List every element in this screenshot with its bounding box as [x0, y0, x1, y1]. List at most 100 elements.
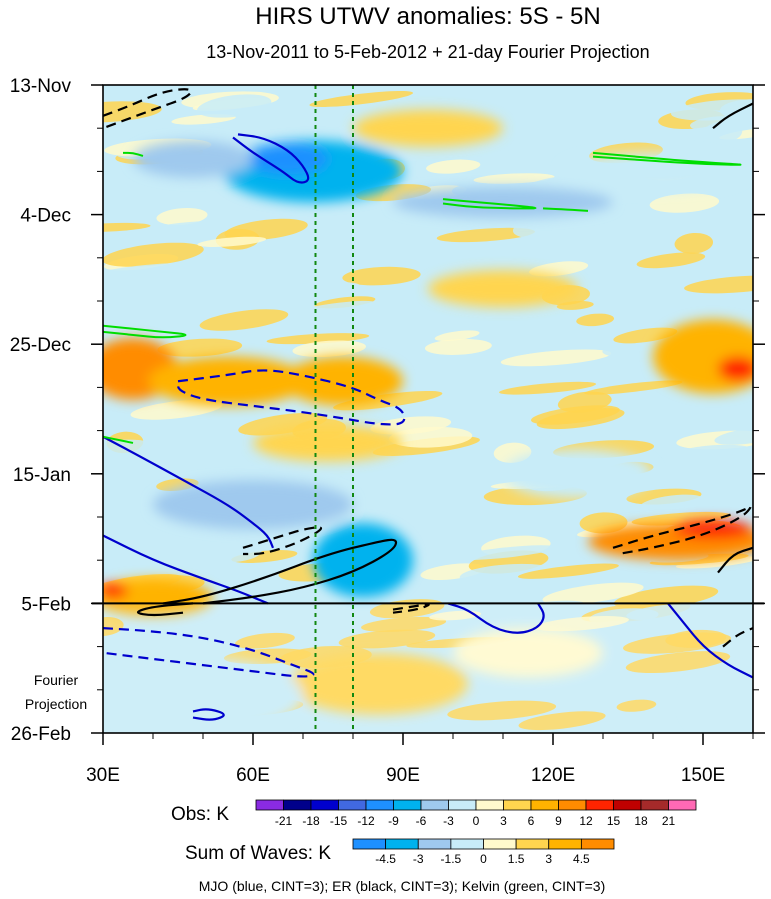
waves-colorbar-label-5: 3 — [545, 852, 552, 866]
anomaly-blob-8 — [283, 356, 403, 406]
mjo-contour-2 — [103, 534, 269, 605]
projection-label-line2: Projection — [25, 696, 87, 712]
obs-colorbar-label-2: -15 — [330, 814, 348, 828]
obs-colorbar-cell — [613, 799, 642, 811]
anomaly-blob-12 — [313, 523, 413, 598]
waves-colorbar-label-4: 1.5 — [508, 852, 525, 866]
mjo-contour-0 — [232, 133, 310, 184]
waves-colorbar-cell — [483, 838, 517, 850]
texture-patch — [103, 242, 204, 267]
texture-patch — [103, 101, 162, 123]
obs-colorbar-label-10: 9 — [555, 814, 562, 828]
texture-patch — [291, 300, 376, 316]
chart-title: HIRS UTWV anomalies: 5S - 5N — [255, 3, 600, 30]
y-tick-label-0: 13-Nov — [10, 76, 72, 97]
x-tick-label-0: 30E — [86, 765, 120, 786]
texture-patch — [636, 252, 706, 269]
texture-patch — [613, 327, 678, 344]
waves-colorbar-cell — [352, 838, 387, 850]
texture-patch — [518, 711, 606, 731]
texture-patch — [333, 390, 443, 411]
waves-colorbar-label-3: 0 — [480, 852, 487, 866]
x-tick-label-1: 60E — [236, 765, 270, 786]
texture-patch — [157, 338, 243, 357]
texture-patch — [338, 629, 436, 649]
texture-patch — [103, 222, 151, 233]
texture-patch — [105, 167, 149, 179]
anomaly-blob-3 — [393, 186, 613, 218]
texture-patch — [625, 651, 731, 674]
obs-colorbar-cell — [668, 799, 697, 811]
texture-patch — [625, 422, 688, 445]
mjo-contour-5 — [192, 708, 225, 721]
mjo-contour-3 — [447, 602, 545, 634]
anomaly-blobs — [103, 109, 753, 733]
texture-patch — [616, 699, 657, 712]
texture-patch — [292, 340, 366, 358]
x-axis: 30E 60E 90E 120E 150E — [86, 733, 754, 786]
obs-colorbar-cell — [558, 799, 587, 811]
obs-colorbar-cell — [640, 799, 669, 811]
texture-patch — [464, 676, 570, 689]
texture-patch — [342, 266, 421, 286]
anomaly-blob-1 — [248, 143, 328, 175]
texture-patch — [199, 309, 289, 331]
x-tick-label-3: 120E — [531, 765, 575, 786]
kelvin-contour-22 — [123, 151, 144, 157]
er-contour-15 — [717, 546, 753, 574]
texture-patch — [531, 405, 620, 425]
texture-patch — [138, 221, 224, 237]
texture-patch — [235, 632, 295, 649]
wave-legend-note: MJO (blue, CINT=3); ER (black, CINT=3); … — [199, 878, 606, 894]
obs-colorbar-label-0: -21 — [275, 814, 293, 828]
texture-patch — [473, 173, 555, 184]
obs-colorbar-title: Obs: K — [171, 804, 229, 825]
anomaly-blob-18 — [428, 270, 578, 308]
anomaly-blob-2 — [133, 140, 253, 178]
waves-colorbar-cell — [580, 838, 615, 850]
texture-patch — [385, 483, 491, 502]
texture-patch — [714, 426, 753, 445]
waves-colorbar-label-2: -1.5 — [441, 852, 462, 866]
texture-patch — [277, 265, 342, 281]
texture-patch — [395, 227, 436, 237]
plot-area — [103, 85, 753, 733]
er-contour-16 — [712, 102, 753, 130]
texture-patch — [130, 399, 223, 420]
waves-colorbar-title: Sum of Waves: K — [185, 843, 331, 864]
texture-patch — [424, 338, 492, 355]
reference-lines — [314, 85, 354, 733]
texture-patch — [672, 444, 753, 462]
obs-colorbar-cell — [475, 799, 504, 811]
texture-patch — [103, 617, 124, 637]
texture-patch — [556, 300, 594, 310]
anomaly-blob-7 — [148, 356, 308, 406]
kelvin-contour-17 — [103, 324, 187, 339]
texture-patch — [529, 261, 589, 277]
obs-colorbar-cell — [393, 799, 422, 811]
obs-colorbar-label-1: -18 — [302, 814, 320, 828]
waves-colorbar-cell — [385, 838, 419, 850]
er-contour-11 — [392, 603, 430, 614]
obs-colorbar-cell — [255, 799, 284, 811]
anomaly-blob-10 — [718, 356, 753, 382]
anomaly-blob-22 — [453, 628, 603, 678]
texture-patch — [207, 544, 262, 563]
x-tick-label-2: 90E — [386, 765, 420, 786]
anomaly-blob-15 — [103, 578, 213, 616]
texture-patch — [434, 330, 480, 342]
obs-colorbar: -21 -18 -15 -12 -9 -6 -3 0 3 6 9 12 15 18 21 — [255, 799, 697, 828]
texture-patch — [542, 582, 644, 605]
texture-patch — [361, 616, 447, 632]
y-tick-label-1: 4-Dec — [20, 206, 71, 227]
texture-patch — [584, 380, 683, 395]
mjo-contour-7 — [103, 626, 315, 678]
projection-shade — [103, 603, 753, 733]
er-contour-10 — [612, 505, 752, 556]
texture-patch — [576, 313, 615, 327]
texture-patch — [517, 563, 619, 579]
plot-frame — [102, 84, 754, 734]
texture-patch — [429, 610, 482, 621]
chart-subtitle: 13-Nov-2011 to 5-Feb-2012 + 21-day Fouri… — [206, 42, 649, 62]
